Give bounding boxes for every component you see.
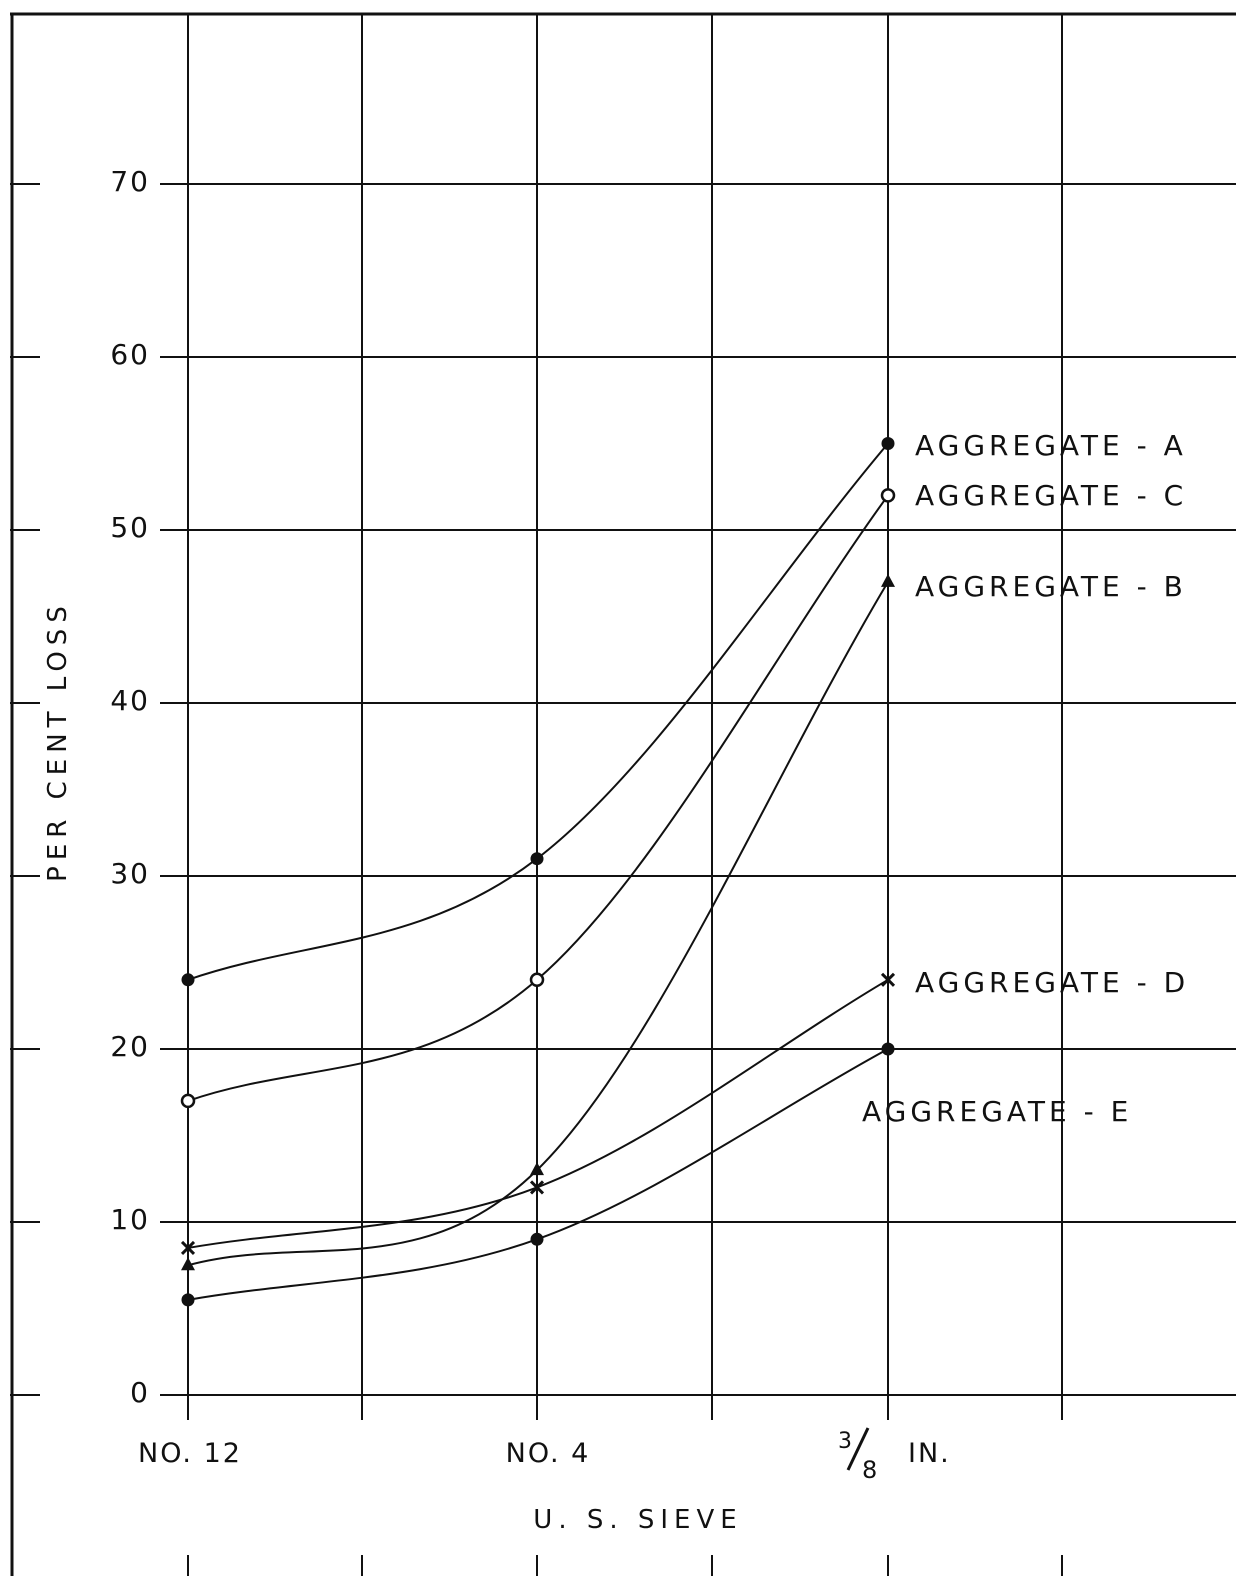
data-point-e-0 bbox=[182, 1293, 195, 1306]
series-label-c: AGGREGATE - C bbox=[915, 479, 1187, 512]
grid bbox=[10, 14, 1236, 1576]
x-tick-label-no12: NO. 12 bbox=[138, 1438, 242, 1469]
data-point-c-1 bbox=[531, 974, 543, 986]
y-axis-title: PER CENT LOSS bbox=[43, 600, 73, 882]
y-tick-label-60: 60 bbox=[110, 338, 150, 371]
series-labels: AGGREGATE - A AGGREGATE - C AGGREGATE - … bbox=[862, 429, 1189, 1128]
series-label-a: AGGREGATE - A bbox=[915, 429, 1187, 462]
x-tick-labels: NO. 12 NO. 4 3 8 IN. bbox=[138, 1428, 951, 1484]
data-point-e-1 bbox=[531, 1233, 544, 1246]
data-point-b-2 bbox=[881, 574, 895, 587]
data-point-e-2 bbox=[882, 1043, 895, 1056]
x-axis-title: U. S. SIEVE bbox=[533, 1505, 742, 1535]
x-tick-label-no4: NO. 4 bbox=[506, 1438, 591, 1469]
series-label-d: AGGREGATE - D bbox=[915, 966, 1189, 999]
fraction-numerator: 3 bbox=[838, 1429, 852, 1454]
y-tick-label-40: 40 bbox=[110, 684, 150, 717]
y-tick-label-10: 10 bbox=[110, 1203, 150, 1236]
x-tick-unit: IN. bbox=[908, 1438, 951, 1469]
data-point-c-2 bbox=[882, 489, 894, 501]
y-tick-label-70: 70 bbox=[110, 165, 150, 198]
series-label-e: AGGREGATE - E bbox=[862, 1095, 1132, 1128]
data-point-c-0 bbox=[182, 1095, 194, 1107]
frame bbox=[10, 14, 1236, 1576]
y-tick-label-20: 20 bbox=[110, 1030, 150, 1063]
y-tick-label-0: 0 bbox=[130, 1376, 150, 1409]
x-tick-label-three-eighths: 3 8 IN. bbox=[838, 1428, 951, 1484]
y-tick-label-30: 30 bbox=[110, 857, 150, 890]
fraction-denominator: 8 bbox=[862, 1456, 877, 1484]
data-point-a-1 bbox=[531, 852, 544, 865]
y-tick-label-50: 50 bbox=[110, 511, 150, 544]
y-tick-labels: 0 10 20 30 40 50 60 70 bbox=[110, 165, 150, 1409]
series-label-b: AGGREGATE - B bbox=[915, 570, 1187, 603]
data-point-a-2 bbox=[882, 437, 895, 450]
data-point-a-0 bbox=[182, 973, 195, 986]
